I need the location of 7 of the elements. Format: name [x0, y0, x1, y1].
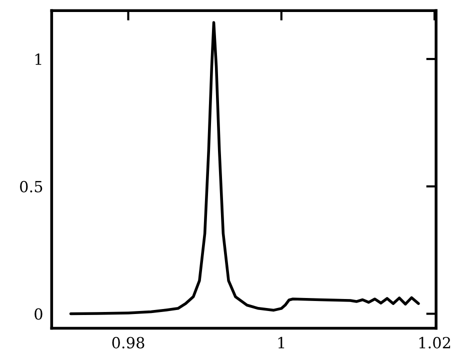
x-tick-label: 0.98	[112, 336, 144, 348]
y-tick-label: 1	[35, 53, 42, 65]
x-tick-label: 1	[278, 336, 284, 348]
line-series	[69, 21, 420, 316]
y-tick-label: 0.5	[20, 180, 42, 192]
y-tick-label: 0	[34, 308, 42, 320]
x-tick-label: 1.02	[419, 336, 450, 348]
